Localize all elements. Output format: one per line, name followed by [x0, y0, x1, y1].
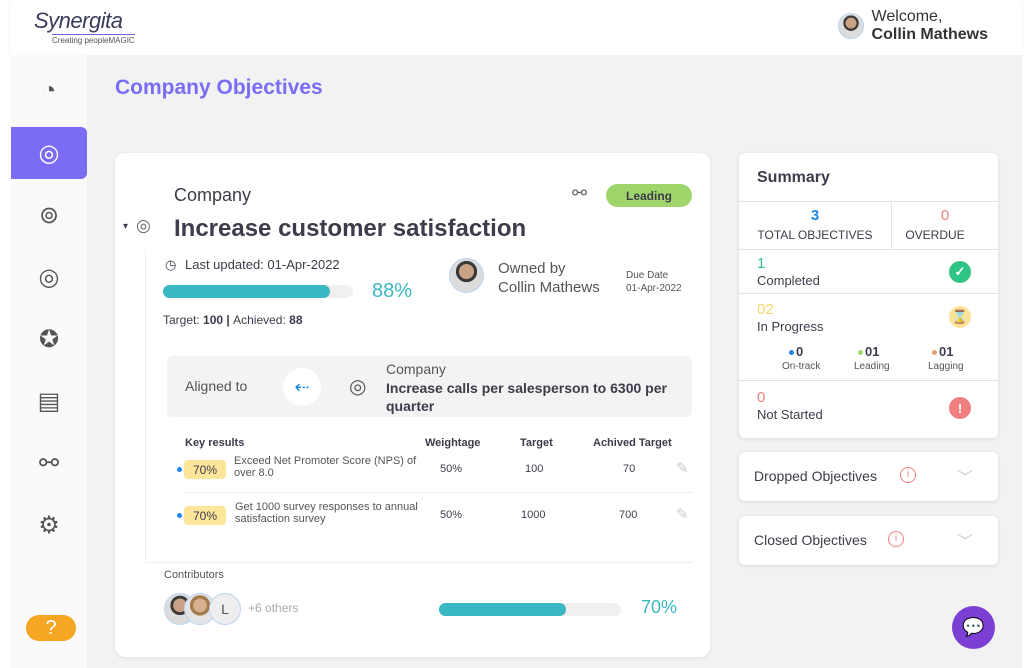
status-badge: Leading	[606, 184, 692, 207]
hourglass-icon: ⌛	[949, 306, 971, 328]
completed-row[interactable]: 1 Completed ✓	[739, 249, 998, 293]
info-icon[interactable]: i	[900, 467, 916, 483]
top-header: Synergita Creating peopleMAGIC Welcome, C…	[10, 0, 1022, 55]
chevron-down-icon[interactable]: ﹀	[957, 470, 974, 487]
contributor-avatar[interactable]: L	[209, 593, 241, 625]
align-arrow-icon: ⇠	[283, 368, 321, 406]
contributors-progress-bar	[439, 603, 621, 616]
objectives-icon[interactable]: ◎	[11, 127, 87, 179]
alignment-icon[interactable]: ⚯	[38, 449, 60, 477]
collapse-caret-icon[interactable]: ▾	[123, 221, 129, 232]
target-icon: ◎	[349, 376, 367, 398]
comment-icon[interactable]: ✎	[676, 460, 689, 477]
sidebar: ◔ ◎ ⊚ ◎ ✪ ▤ ⚯ ⚙ ?	[11, 55, 87, 668]
objective-card: Company ⚯ Leading ▾ ◎ Increase customer …	[115, 153, 710, 657]
page-title: Company Objectives	[115, 76, 323, 99]
user-menu[interactable]: Welcome, Collin Mathews	[837, 8, 988, 44]
in-progress-row[interactable]: 02 In Progress ⌛ 0 On-track 01 Leading 0…	[739, 293, 998, 380]
chevron-down-icon[interactable]: ﹀	[957, 534, 974, 551]
comment-icon[interactable]: ✎	[676, 506, 689, 523]
alert-icon: !	[949, 397, 971, 419]
closed-objectives-accordion[interactable]: Closed Objectives i ﹀	[739, 516, 998, 565]
badge-icon[interactable]: ✪	[38, 325, 60, 353]
info-icon[interactable]: i	[888, 531, 904, 547]
check-icon: ✓	[949, 261, 971, 283]
report-icon[interactable]: ▤	[37, 387, 61, 415]
avatar	[837, 13, 864, 39]
aligned-to-box[interactable]: Aligned to ⇠ ◎ Company Increase calls pe…	[167, 356, 692, 417]
summary-panel: Summary 3 TOTAL OBJECTIVES 0 OVERDUE 1 C…	[739, 153, 998, 438]
dashboard-icon[interactable]: ◔	[41, 77, 57, 104]
team-goals-icon[interactable]: ⊚	[38, 201, 60, 229]
objective-title[interactable]: Increase customer satisfaction	[174, 215, 527, 242]
clock-icon: ◷	[165, 257, 177, 272]
owner-avatar	[449, 258, 484, 293]
others-link[interactable]: +6 others	[248, 601, 299, 615]
dropped-objectives-accordion[interactable]: Dropped Objectives i ﹀	[739, 452, 998, 501]
not-started-row[interactable]: 0 Not Started !	[739, 380, 998, 438]
objective-icon: ◎	[136, 216, 151, 235]
help-button[interactable]: ?	[26, 615, 76, 641]
chat-button[interactable]: 💬	[952, 606, 995, 649]
settings-icon[interactable]: ⚙	[38, 511, 60, 539]
alignment-tree-icon[interactable]: ⚯	[572, 183, 588, 203]
logo[interactable]: Synergita Creating peopleMAGIC	[34, 8, 135, 45]
target-icon[interactable]: ◎	[38, 263, 60, 291]
objective-progress-bar	[163, 285, 353, 298]
